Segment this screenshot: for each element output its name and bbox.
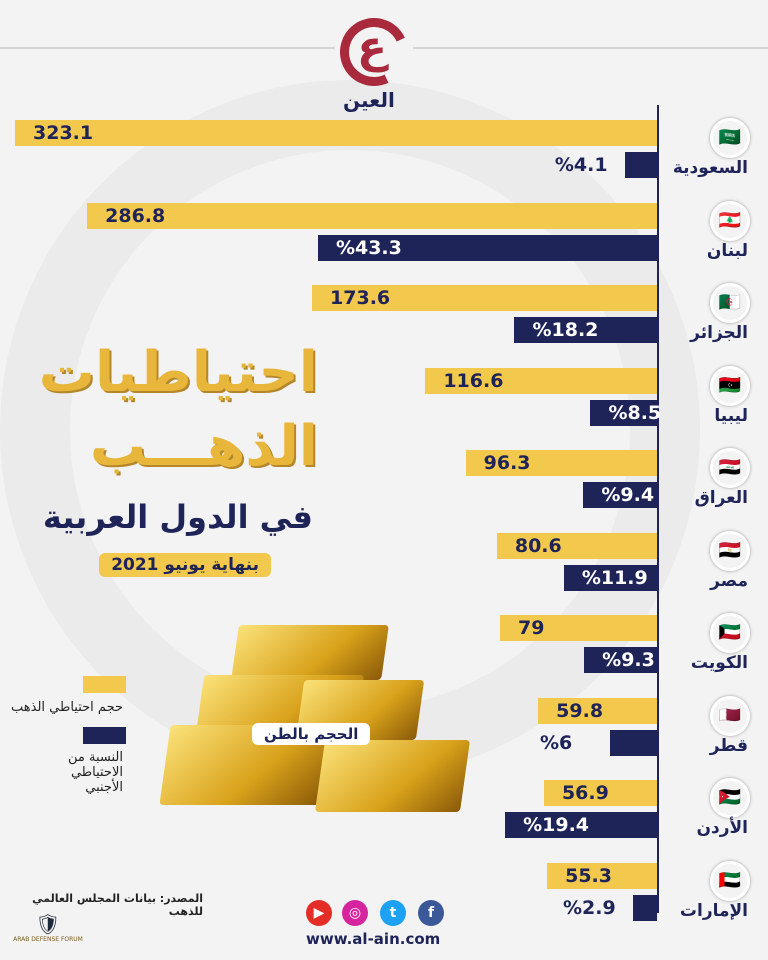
gold-bar: 79	[500, 615, 657, 641]
shield-icon: 🛡	[35, 912, 61, 936]
percent-bar: %6	[540, 729, 657, 756]
percent-bar: %2.9	[563, 894, 657, 921]
country-flag-icon: 🇯🇴	[710, 778, 750, 818]
country-flag-icon: 🇪🇬	[710, 530, 750, 571]
percent-bar: %9.4	[583, 482, 657, 508]
percent-bar: %11.9	[563, 564, 657, 591]
country-flag-icon: 🇱🇧	[710, 200, 750, 241]
gold-bar: 173.6	[312, 285, 657, 311]
country-label: ليبيا	[714, 405, 748, 426]
percent-bar: %8.5	[590, 399, 661, 426]
gold-bar: 55.3	[547, 862, 657, 889]
country-flag-icon: 🇱🇾	[710, 365, 750, 406]
gold-bar: 59.8	[538, 697, 657, 724]
gold-bar: 323.1	[15, 120, 657, 146]
country-flag-icon: 🇶🇦	[710, 695, 750, 736]
title-line-2: الذهـــب	[89, 414, 318, 479]
gold-bar: 286.8	[87, 202, 657, 229]
twitter-icon[interactable]: t	[380, 900, 406, 926]
country-flag-icon: 🇩🇿	[710, 283, 750, 323]
gold-bar: 56.9	[543, 780, 657, 806]
gold-bar: 80.6	[496, 532, 657, 559]
country-label: لبنان	[706, 240, 748, 261]
country-label: الأردن	[696, 818, 748, 838]
gold-bar-image	[314, 740, 471, 812]
country-flag-icon: 🇦🇪	[710, 860, 750, 901]
country-label: الإمارات	[679, 900, 748, 921]
country-flag-icon: 🇸🇦	[710, 118, 750, 158]
country-flag-icon: 🇮🇶	[710, 448, 750, 488]
gold-bar: 116.6	[425, 367, 657, 394]
legend-gold-label: حجم احتياطي الذهب	[11, 700, 123, 715]
percent-bar: %4.1	[555, 152, 657, 178]
country-flag-icon: 🇰🇼	[710, 613, 750, 653]
percent-bar: %19.4	[505, 812, 657, 838]
percent-bar: %9.3	[584, 647, 657, 673]
watermark: 🛡 ARAB DEFENSE FORUM	[8, 912, 88, 944]
brand-name: العين	[343, 88, 395, 112]
gold-bar-image	[231, 625, 389, 680]
website-link[interactable]: www.al-ain.com	[306, 930, 441, 948]
percent-bar: %18.2	[514, 317, 657, 343]
country-label: قطر	[709, 735, 748, 756]
legend-swatch-gold	[83, 676, 126, 693]
country-label: الجزائر	[690, 323, 748, 343]
country-label: العراق	[694, 488, 748, 508]
facebook-icon[interactable]: f	[418, 900, 444, 926]
divider	[413, 47, 768, 49]
source-note: المصدر: بيانات المجلس العالمي للذهب	[32, 892, 203, 918]
title-line-1: احتياطيات	[38, 340, 318, 405]
gold-bar: 96.3	[465, 450, 657, 476]
subtitle: في الدول العربية	[42, 498, 313, 536]
country-label: الكويت	[690, 653, 748, 673]
chart-axis	[657, 105, 659, 913]
country-label: السعودية	[672, 158, 748, 178]
divider	[0, 47, 335, 49]
al-ain-logo-glyph: ع	[357, 22, 388, 73]
legend-blue-label: النسبة من الاحتياطي الأجنبي	[68, 750, 123, 795]
legend-swatch-blue	[83, 727, 126, 744]
unit-label: الحجم بالطن	[252, 723, 371, 745]
country-label: مصر	[710, 570, 748, 591]
date-badge: بنهاية يونيو 2021	[99, 553, 271, 577]
instagram-icon[interactable]: ◎	[342, 900, 368, 926]
percent-bar: %43.3	[317, 234, 657, 261]
youtube-icon[interactable]: ▶	[306, 900, 332, 926]
